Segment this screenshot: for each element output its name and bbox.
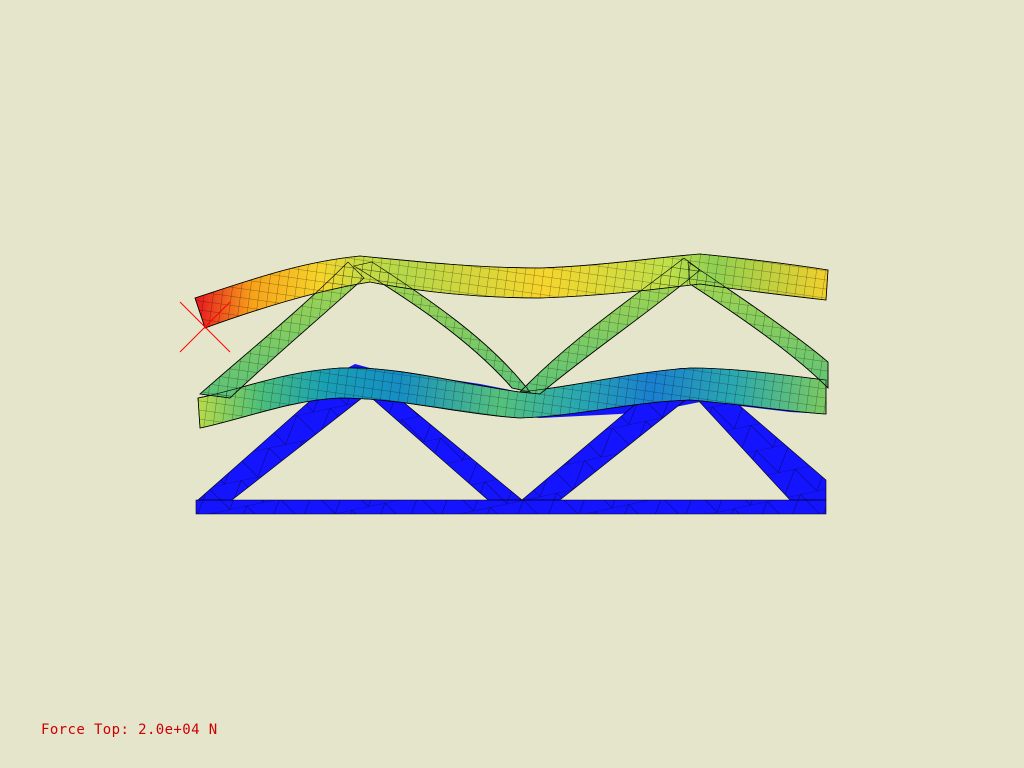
- deformed-truss[interactable]: [194, 253, 829, 429]
- force-top-readout: Force Top: 2.0e+04 N: [41, 722, 218, 738]
- load-point-cross-icon: [179, 301, 231, 353]
